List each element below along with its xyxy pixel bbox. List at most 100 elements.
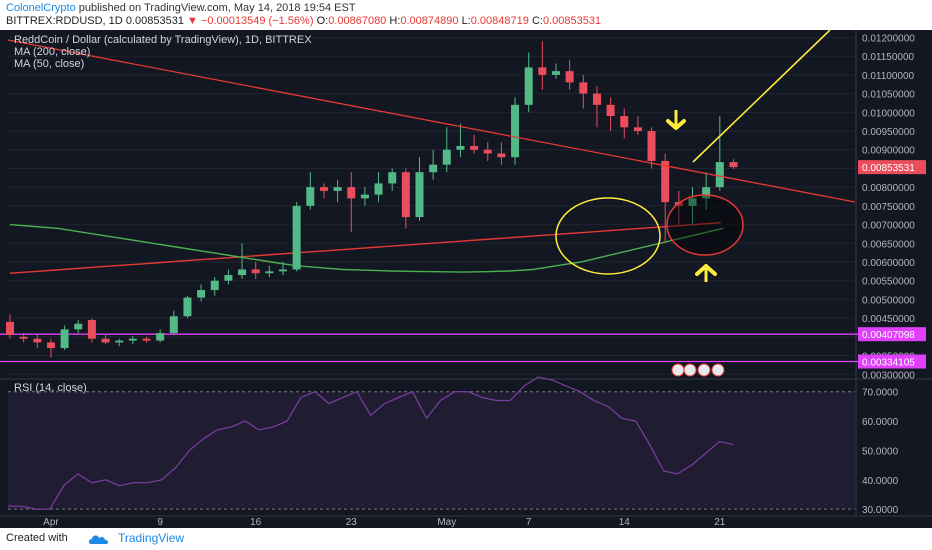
price-label-box [858, 354, 926, 369]
candle-body [197, 290, 206, 298]
high-value: 0.00874890 [400, 15, 459, 27]
legend: ReddCoin / Dollar (calculated by Trading… [14, 34, 312, 394]
time-tick-label: May [437, 517, 456, 528]
candle-body [251, 269, 260, 274]
price-tick-label: 0.01200000 [862, 33, 915, 44]
candle-body [606, 104, 615, 117]
publish-line: ColonelCrypto published on TradingView.c… [6, 2, 356, 14]
tradingview-link[interactable]: TradingView [118, 531, 185, 545]
candle-body [360, 194, 369, 199]
price-tick-label: 0.01100000 [862, 71, 915, 82]
candle [524, 52, 533, 113]
rsi-line [8, 376, 734, 510]
candle-body [224, 275, 233, 281]
candle-body [592, 93, 601, 105]
rsi-title: RSI (14, close) [14, 382, 87, 394]
event-markers[interactable] [671, 363, 725, 377]
price-tick-label: 0.00550000 [862, 277, 915, 288]
candle [319, 183, 328, 199]
chart-header: ColonelCrypto published on TradingView.c… [0, 0, 932, 30]
candle [6, 314, 14, 339]
candle [210, 276, 219, 296]
candle [538, 41, 547, 90]
price-chart[interactable]: 0.01200000 0.01150000 0.01100000 0.01050000… [0, 30, 932, 528]
price-tick-label: 0.01050000 [862, 90, 915, 101]
candle [115, 338, 124, 347]
cloud-icon [88, 535, 109, 544]
event-marker-icon[interactable] [683, 363, 697, 377]
down-triangle-icon: ▼ [187, 15, 198, 27]
price-tick-label: 0.00300000 [862, 370, 915, 381]
candle-body [620, 116, 629, 128]
ma50-path [9, 223, 724, 273]
candle [647, 127, 656, 169]
time-tick-label: 9 [157, 517, 163, 528]
event-marker-icon[interactable] [697, 363, 711, 377]
annotations [7, 30, 856, 282]
price-tick-label: 0.00500000 [862, 295, 915, 306]
candle [238, 243, 247, 279]
candle [633, 116, 642, 135]
candle-body [33, 338, 42, 343]
candle-body [74, 323, 83, 330]
event-marker-icon[interactable] [671, 363, 685, 377]
price-label-text: 0.00853531 [862, 163, 915, 174]
candle-body [115, 340, 124, 343]
published-text: published on TradingView.com, May 14, 20… [78, 2, 356, 14]
candle-body [388, 172, 397, 184]
candle-body [238, 269, 247, 276]
time-tick-label: 21 [714, 517, 726, 528]
rsi-axis[interactable]: 70.0000 60.0000 50.0000 40.0000 30.0000 [862, 388, 899, 516]
time-axis[interactable]: Apr 9 16 23 May 7 14 21 [0, 515, 932, 528]
candle [511, 97, 520, 165]
candle-body [19, 336, 28, 339]
price-tick-label: 0.00700000 [862, 221, 915, 232]
candle-body [511, 104, 520, 158]
last-price: 0.00853531 [125, 15, 184, 27]
price-axis[interactable]: 0.01200000 0.01150000 0.01100000 0.01050000… [858, 33, 926, 381]
footer: Created with TradingView [0, 528, 932, 550]
candle [565, 59, 574, 90]
candle [606, 97, 615, 132]
candle [183, 295, 192, 319]
time-tick-label: 7 [526, 517, 532, 528]
candle-body [306, 187, 315, 206]
candle-body [292, 205, 301, 270]
candle [142, 336, 151, 343]
candle [688, 187, 697, 225]
candles [6, 41, 738, 358]
candle-body [579, 82, 588, 94]
change-text: −0.00013549 (−1.56%) [200, 15, 314, 27]
candle [46, 338, 55, 358]
candle-body [347, 187, 356, 199]
price-tick-label: 0.00750000 [862, 202, 915, 213]
rsi-tick-label: 30.0000 [862, 505, 899, 516]
candle [101, 334, 110, 345]
event-marker-icon[interactable] [711, 363, 725, 377]
candle [197, 284, 206, 302]
time-tick-label: 23 [346, 517, 358, 528]
candle-body [647, 131, 656, 161]
rsi-grid [8, 391, 855, 510]
candle-body [319, 187, 328, 191]
price-label-text: 0.00334105 [862, 357, 915, 368]
candle-body [401, 172, 410, 218]
candle [661, 153, 670, 244]
trendline-yellow [692, 30, 831, 163]
candle-body [210, 280, 219, 291]
candle [169, 310, 178, 335]
candle [60, 325, 69, 350]
candle [224, 269, 233, 285]
rsi-tick-label: 60.0000 [862, 417, 899, 428]
author-link[interactable]: ColonelCrypto [6, 2, 76, 14]
candle-body [46, 342, 55, 349]
price-tick-label: 0.01150000 [862, 52, 915, 63]
candle [279, 262, 287, 276]
candle-body [128, 338, 137, 341]
candle [374, 172, 383, 203]
circle-red [666, 194, 744, 256]
candle-body [702, 187, 711, 199]
candle-body [565, 71, 574, 83]
low-label: L: [461, 15, 471, 27]
price-tick-label: 0.00650000 [862, 239, 915, 250]
